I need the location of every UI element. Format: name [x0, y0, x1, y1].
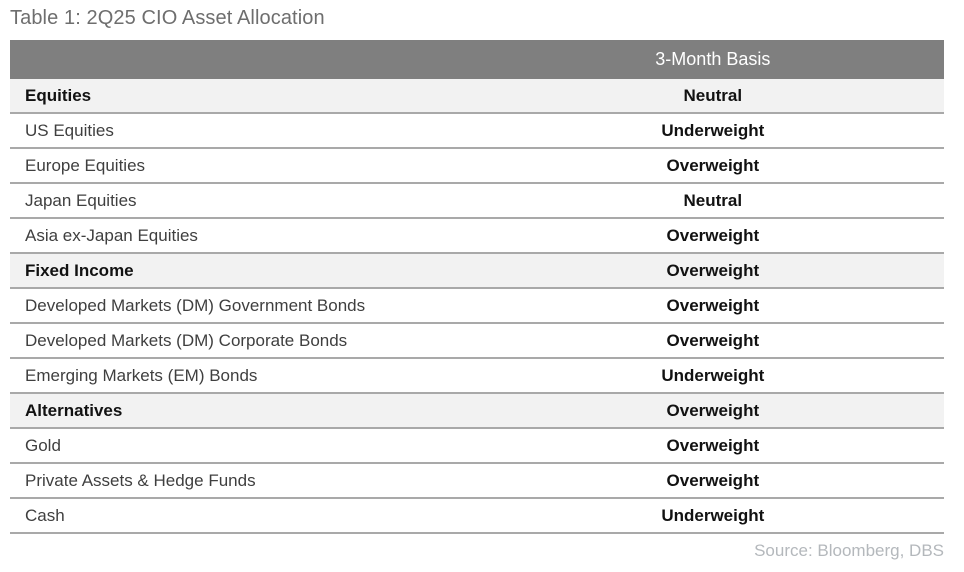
stance-cell: Underweight — [661, 120, 765, 140]
stance-cell: Neutral — [683, 85, 743, 105]
table-row: Emerging Markets (EM) Bonds Underweight — [10, 359, 944, 394]
table-row: Cash Underweight — [10, 499, 944, 534]
stance-cell: Overweight — [666, 260, 760, 280]
asset-class-cell: Fixed Income — [25, 260, 134, 280]
asset-class-cell: Alternatives — [25, 400, 123, 420]
table-row: Private Assets & Hedge Funds Overweight — [10, 464, 944, 499]
asset-allocation-table: 3-Month Basis Equities Neutral US Equiti… — [10, 40, 944, 534]
table-row: Gold Overweight — [10, 429, 944, 464]
stance-cell: Overweight — [666, 330, 760, 350]
stance-cell: Overweight — [666, 155, 760, 175]
table-row: Fixed Income Overweight — [10, 254, 944, 289]
stance-cell: Overweight — [666, 435, 760, 455]
asset-class-cell: Emerging Markets (EM) Bonds — [25, 365, 258, 385]
table-row: Developed Markets (DM) Corporate Bonds O… — [10, 324, 944, 359]
header-3-month-basis: 3-Month Basis — [655, 49, 771, 69]
header-asset-class-column — [10, 40, 482, 79]
asset-class-cell: Cash — [25, 505, 65, 525]
table-row: Asia ex-Japan Equities Overweight — [10, 219, 944, 254]
asset-class-cell: Equities — [25, 85, 92, 105]
table-title: Table 1: 2Q25 CIO Asset Allocation — [10, 7, 325, 29]
table-row: Alternatives Overweight — [10, 394, 944, 429]
stance-cell: Neutral — [683, 190, 743, 210]
asset-class-cell: Private Assets & Hedge Funds — [25, 470, 256, 490]
asset-class-cell: Gold — [25, 435, 61, 455]
table-row: Europe Equities Overweight — [10, 149, 944, 184]
asset-class-cell: Developed Markets (DM) Government Bonds — [25, 295, 366, 315]
stance-cell: Underweight — [661, 365, 765, 385]
asset-class-cell: Asia ex-Japan Equities — [25, 225, 198, 245]
table-row: Equities Neutral — [10, 79, 944, 114]
stance-cell: Overweight — [666, 400, 760, 420]
stance-cell: Overweight — [666, 225, 760, 245]
stance-cell: Overweight — [666, 470, 760, 490]
table-row: Developed Markets (DM) Government Bonds … — [10, 289, 944, 324]
table-header-row: 3-Month Basis — [10, 40, 944, 79]
table-row: US Equities Underweight — [10, 114, 944, 149]
stance-cell: Overweight — [666, 295, 760, 315]
asset-class-cell: Developed Markets (DM) Corporate Bonds — [25, 330, 348, 350]
table-row: Japan Equities Neutral — [10, 184, 944, 219]
asset-class-cell: US Equities — [25, 120, 114, 140]
stance-cell: Underweight — [661, 505, 765, 525]
source-note: Source: Bloomberg, DBS — [754, 541, 944, 560]
asset-class-cell: Japan Equities — [25, 190, 137, 210]
asset-class-cell: Europe Equities — [25, 155, 146, 175]
